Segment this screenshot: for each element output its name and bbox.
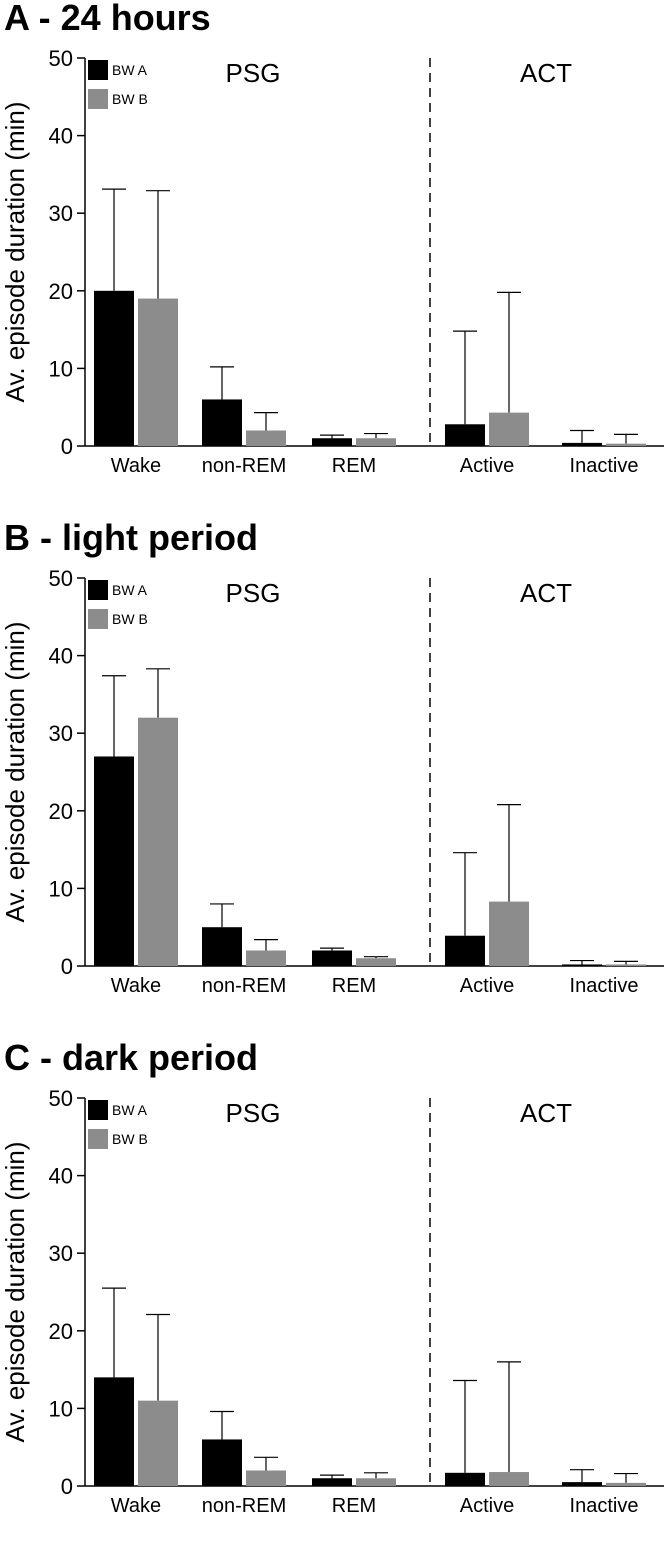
bar: [312, 1478, 352, 1486]
legend-label: BW B: [112, 611, 148, 627]
y-tick-label: 10: [49, 356, 73, 381]
bar: [606, 1482, 646, 1486]
y-tick-label: 50: [49, 1086, 73, 1111]
bar-chart-a: Av. episode duration (min) 0 10 20 30 40 50 PSG…: [0, 46, 664, 477]
panel-c: C - dark period Av. episode duration (mi…: [0, 1037, 666, 1545]
bar: [445, 935, 485, 966]
group-label-psg: PSG: [226, 1098, 281, 1128]
bar: [202, 1439, 242, 1486]
bar: [94, 290, 134, 446]
bar: [489, 1472, 529, 1486]
group-label-psg: PSG: [226, 578, 281, 608]
bar: [138, 1400, 178, 1486]
bar: [445, 424, 485, 446]
legend-label: BW B: [112, 91, 148, 107]
group-label-act: ACT: [520, 578, 572, 608]
bar-chart-c: Av. episode duration (min) 0 10 20 30 40 50 PSG…: [0, 1086, 664, 1517]
y-tick-label: 20: [49, 279, 73, 304]
x-tick-label: REM: [332, 975, 376, 997]
bar: [489, 412, 529, 446]
bar: [606, 964, 646, 966]
y-axis-label: Av. episode duration (min): [0, 1141, 30, 1442]
bar: [138, 298, 178, 446]
y-tick-label: 30: [49, 1241, 73, 1266]
bar: [312, 950, 352, 966]
bar: [445, 1472, 485, 1486]
bar: [202, 399, 242, 446]
bar: [94, 1377, 134, 1486]
y-tick-label: 0: [61, 434, 73, 459]
legend-label: BW B: [112, 1131, 148, 1147]
x-tick-label: non-REM: [202, 1495, 286, 1517]
legend-label: BW A: [112, 582, 148, 598]
y-tick-label: 30: [49, 721, 73, 746]
bar: [246, 950, 286, 966]
y-axis-label: Av. episode duration (min): [0, 621, 30, 922]
x-tick-label: REM: [332, 1495, 376, 1517]
y-tick-label: 10: [49, 1396, 73, 1421]
legend-swatch: [88, 609, 108, 629]
y-tick-label: 10: [49, 876, 73, 901]
bar: [246, 430, 286, 446]
y-tick-label: 50: [49, 46, 73, 71]
x-tick-label: Wake: [111, 1495, 161, 1517]
bar: [312, 438, 352, 446]
bar-chart-b: Av. episode duration (min) 0 10 20 30 40 50 PSG…: [0, 566, 664, 997]
x-tick-label: Inactive: [570, 1495, 639, 1517]
x-tick-label: Active: [460, 1495, 514, 1517]
bar: [356, 1478, 396, 1486]
x-tick-label: Wake: [111, 455, 161, 477]
x-tick-label: Inactive: [570, 455, 639, 477]
y-tick-label: 20: [49, 1319, 73, 1344]
y-tick-label: 50: [49, 566, 73, 591]
bar: [246, 1470, 286, 1486]
bar: [356, 438, 396, 446]
legend-swatch: [88, 1129, 108, 1149]
legend-swatch: [88, 1100, 108, 1120]
bar: [202, 927, 242, 966]
y-tick-label: 0: [61, 954, 73, 979]
y-tick-label: 40: [49, 1164, 73, 1189]
x-tick-label: Active: [460, 975, 514, 997]
y-tick-label: 40: [49, 644, 73, 669]
y-tick-label: 20: [49, 799, 73, 824]
panel-b: B - light period Av. episode duration (m…: [0, 517, 666, 1025]
x-tick-label: Wake: [111, 975, 161, 997]
legend-swatch: [88, 60, 108, 80]
group-label-psg: PSG: [226, 58, 281, 88]
bar: [94, 756, 134, 966]
bar: [562, 442, 602, 446]
legend-swatch: [88, 89, 108, 109]
bar: [138, 717, 178, 966]
panel-title: C - dark period: [4, 1037, 259, 1078]
bar: [356, 958, 396, 966]
x-tick-label: Active: [460, 455, 514, 477]
group-label-act: ACT: [520, 58, 572, 88]
y-tick-label: 40: [49, 124, 73, 149]
legend-label: BW A: [112, 62, 148, 78]
group-label-act: ACT: [520, 1098, 572, 1128]
bar: [562, 1482, 602, 1486]
panel-title: A - 24 hours: [4, 0, 211, 38]
bar: [562, 964, 602, 966]
x-tick-label: non-REM: [202, 455, 286, 477]
legend-swatch: [88, 580, 108, 600]
bar: [489, 901, 529, 966]
x-tick-label: Inactive: [570, 975, 639, 997]
panel-title: B - light period: [4, 517, 258, 558]
y-axis-label: Av. episode duration (min): [0, 101, 30, 402]
y-tick-label: 0: [61, 1474, 73, 1499]
x-tick-label: non-REM: [202, 975, 286, 997]
x-tick-label: REM: [332, 455, 376, 477]
panel-a: A - 24 hours Av. episode duration (min) 0…: [0, 0, 666, 505]
bar: [606, 443, 646, 446]
y-tick-label: 30: [49, 201, 73, 226]
legend-label: BW A: [112, 1102, 148, 1118]
